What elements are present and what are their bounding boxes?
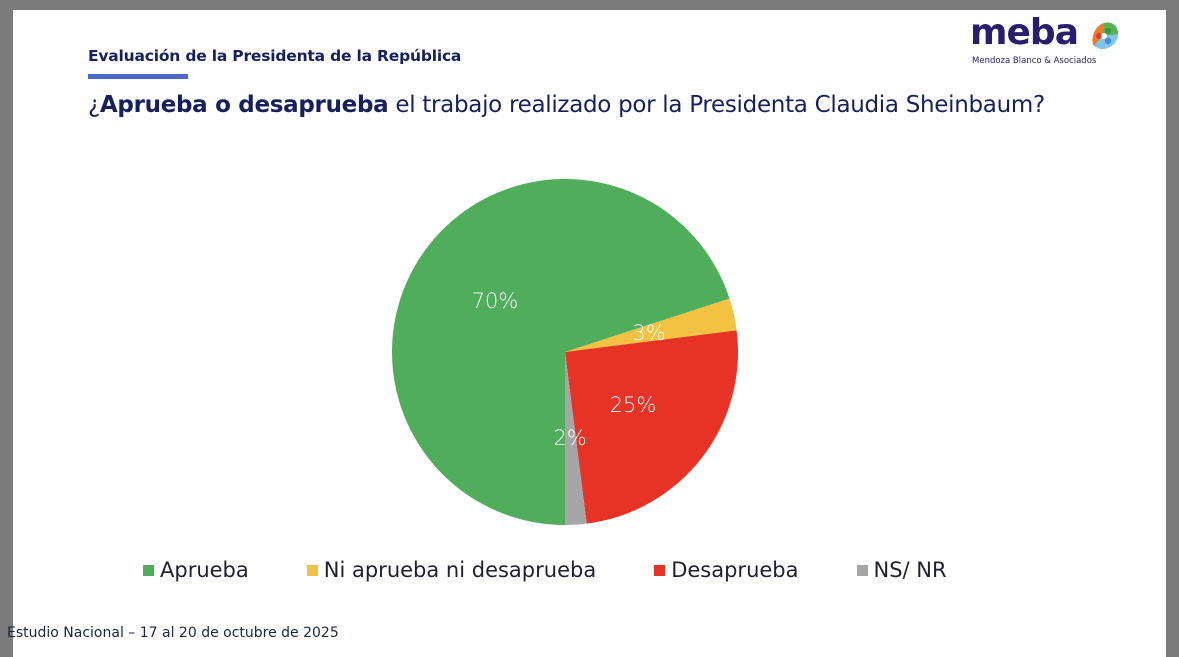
legend-swatch <box>654 564 666 576</box>
question-rest: el trabajo realizado por la Presidenta C… <box>388 92 1045 118</box>
legend-swatch <box>143 564 154 576</box>
section-title: Evaluación de la Presidenta de la Repúbl… <box>88 47 462 65</box>
question-title: ¿Aprueba o desaprueba el trabajo realiza… <box>88 92 1045 118</box>
legend-item: Aprueba <box>143 558 249 582</box>
legend-label: Desaprueba <box>671 558 799 582</box>
question-prefix: ¿ <box>88 92 100 118</box>
data-label-desaprueba: 25% <box>610 393 657 417</box>
logo-word: meba <box>970 12 1079 53</box>
legend-swatch <box>306 564 318 576</box>
footer-note: Estudio Nacional – 17 al 20 de octubre d… <box>7 625 339 641</box>
chart-legend: Aprueba Ni aprueba ni desaprueba Desaprueb… <box>143 558 1005 582</box>
legend-item: NS/ NR <box>856 558 947 582</box>
section-underline <box>88 74 188 79</box>
pie-slice-ni-aprueba-ni-desaprueba <box>565 298 737 352</box>
legend-label: NS/ NR <box>873 558 947 582</box>
pie-slice-aprueba <box>391 179 730 526</box>
legend-item: Desaprueba <box>654 558 799 582</box>
meba-logo: meba Mendoza Blanco & Asociados <box>970 12 1130 70</box>
pie-slice-desaprueba <box>565 330 739 524</box>
logo-mark-icon <box>1092 22 1118 50</box>
data-label-ns-nr: 2% <box>553 426 586 450</box>
data-label-ni-aprueba-ni-desaprueba: 3% <box>632 321 665 345</box>
logo-subtitle: Mendoza Blanco & Asociados <box>972 56 1097 66</box>
pie-slice-ns-nr <box>565 352 587 525</box>
data-label-aprueba: 70% <box>472 289 519 313</box>
legend-item: Ni aprueba ni desaprueba <box>306 558 597 582</box>
legend-label: Aprueba <box>160 558 249 582</box>
legend-label: Ni aprueba ni desaprueba <box>323 558 597 582</box>
question-bold: Aprueba o desaprueba <box>99 92 389 118</box>
legend-swatch <box>856 564 868 576</box>
